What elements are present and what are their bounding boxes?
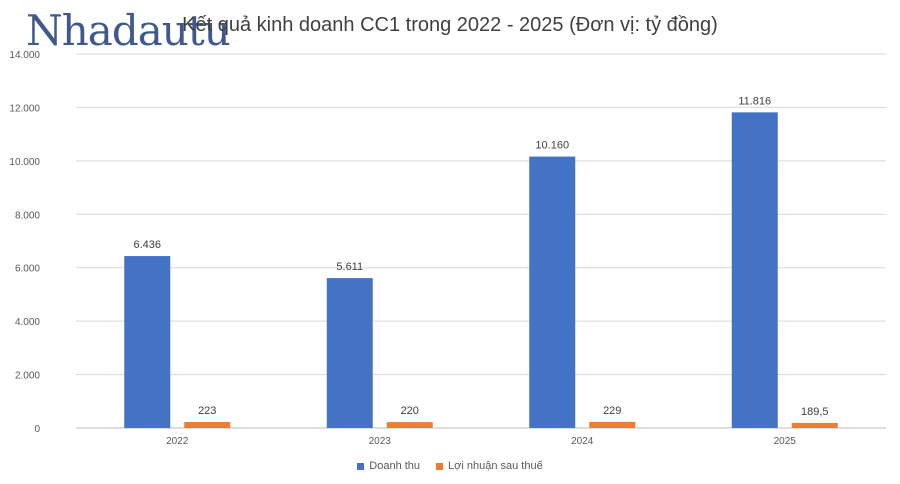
x-tick-label: 2022 (166, 436, 189, 447)
y-tick-label: 6.000 (15, 264, 40, 275)
bar-revenue (529, 156, 576, 428)
watermark-logo: Nhadautu (26, 6, 231, 55)
legend-item-profit: Lợi nhuận sau thuế (436, 460, 543, 472)
x-tick-label: 2024 (571, 436, 594, 447)
bar-profit (791, 422, 838, 428)
y-tick-label: 4.000 (15, 317, 40, 328)
legend-label-profit: Lợi nhuận sau thuế (448, 460, 543, 472)
data-label: 220 (401, 405, 419, 417)
chart-title: Kết quả kinh doanh CC1 trong 2022 - 2025… (182, 14, 718, 36)
data-label: 5.611 (336, 261, 363, 273)
y-tick-label: 12.000 (9, 103, 40, 114)
bar-profit (589, 421, 636, 428)
legend-swatch-revenue (357, 462, 365, 470)
data-label: 189,5 (801, 406, 829, 418)
legend: Doanh thu Lợi nhuận sau thuế (0, 460, 900, 472)
data-label: 10.160 (535, 140, 569, 152)
bar-revenue (326, 278, 373, 428)
x-tick-label: 2023 (369, 436, 392, 447)
y-tick-label: 10.000 (9, 157, 40, 168)
y-tick-label: 2.000 (15, 371, 40, 382)
bar-revenue (731, 112, 778, 429)
legend-item-revenue: Doanh thu (357, 460, 420, 472)
legend-label-revenue: Doanh thu (369, 460, 421, 472)
bar-revenue (124, 256, 171, 428)
y-tick-label: 0 (34, 424, 40, 435)
y-tick-label: 8.000 (15, 210, 40, 221)
data-label: 229 (603, 405, 621, 417)
y-tick-label: 14.000 (9, 50, 40, 61)
bar-profit (386, 422, 433, 428)
legend-swatch-profit (436, 462, 444, 470)
bar-profit (184, 422, 231, 428)
data-label: 11.816 (738, 95, 771, 107)
data-label: 6.436 (133, 239, 161, 251)
data-label: 223 (198, 405, 216, 417)
x-tick-label: 2025 (774, 436, 797, 447)
